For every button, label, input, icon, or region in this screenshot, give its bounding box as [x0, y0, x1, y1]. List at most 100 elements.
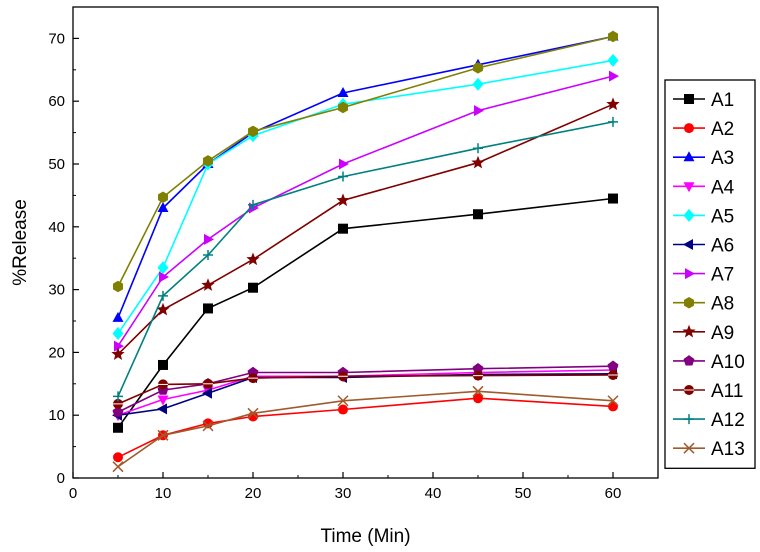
x-axis-ticks: 0 10 20 30 40 50 60 [69, 472, 621, 502]
data-point [338, 101, 348, 114]
series-a9 [111, 97, 620, 360]
data-point [203, 378, 213, 389]
series-a5 [112, 53, 619, 341]
legend-item: A1 [673, 90, 734, 111]
legend-marker [684, 414, 694, 425]
data-point [473, 62, 483, 74]
data-point [158, 359, 168, 370]
legend-item: A10 [673, 352, 745, 373]
legend-label: A2 [711, 119, 734, 140]
legend-marker [683, 182, 695, 193]
legend: A1 A2 A3 A4 A5 A6 A7 A8 A9 A10 A11 A12 A13 [664, 79, 756, 469]
data-point [157, 201, 169, 212]
data-point [607, 360, 619, 371]
data-point [112, 406, 124, 417]
data-point [202, 420, 214, 432]
data-point [474, 105, 484, 117]
data-point [114, 340, 124, 352]
series-line [117, 397, 614, 459]
legend-marker [683, 355, 695, 366]
data-point [337, 87, 349, 98]
legend-marker [683, 151, 695, 162]
legend-item: A7 [673, 265, 734, 286]
legend-item: A2 [673, 119, 734, 140]
data-point [338, 404, 348, 415]
series-line [117, 103, 614, 355]
legend-label: A4 [711, 177, 735, 198]
legend-label: A6 [711, 236, 734, 257]
legend-label: A12 [711, 410, 745, 431]
legend-marker [683, 239, 693, 250]
data-point [111, 347, 125, 360]
legend-label: A11 [711, 381, 743, 402]
legend-item: A13 [673, 439, 745, 460]
legend-marker [684, 123, 694, 134]
legend-marker [684, 94, 694, 104]
data-point [473, 393, 483, 404]
legend-item: A9 [673, 323, 734, 344]
data-point [158, 290, 168, 301]
legend-marker [683, 442, 695, 454]
series-a12 [113, 116, 618, 402]
legend-marker [684, 385, 694, 395]
data-point [113, 280, 123, 293]
legend-label: A1 [711, 90, 734, 111]
data-point [202, 387, 212, 399]
data-point [338, 223, 348, 234]
data-point [608, 193, 618, 204]
data-point [203, 250, 213, 261]
y-tick-label: 50 [48, 156, 65, 173]
data-point [113, 391, 123, 402]
data-point [472, 385, 484, 397]
data-point [607, 395, 619, 407]
y-tick-label: 0 [57, 470, 65, 487]
legend-item: A5 [673, 206, 734, 227]
data-point [203, 303, 213, 314]
data-point [608, 30, 618, 43]
y-tick-label: 20 [48, 344, 65, 361]
x-tick-label: 10 [155, 485, 172, 502]
axes: 0 10 20 30 40 50 60 0 10 20 30 40 50 60 70 Time (Min)… [10, 6, 659, 547]
legend-label: A5 [711, 206, 734, 227]
data-point [113, 422, 123, 433]
y-tick-label: 70 [48, 30, 65, 47]
data-point [157, 403, 167, 415]
legend-label: A8 [711, 294, 734, 315]
legend-label: A7 [711, 265, 734, 286]
series-a8 [113, 30, 618, 293]
data-point [471, 155, 485, 169]
legend-marker [685, 268, 695, 280]
data-point [248, 125, 258, 138]
x-tick-label: 0 [69, 485, 77, 502]
data-point [113, 398, 123, 409]
data-point [112, 311, 124, 322]
data-point [336, 193, 350, 207]
series-line [117, 75, 614, 347]
y-tick-label: 30 [48, 282, 65, 299]
plot-frame [72, 6, 659, 479]
legend-label: A10 [711, 352, 745, 373]
data-point [158, 191, 168, 204]
data-point [112, 327, 124, 341]
legend-item: A6 [673, 236, 734, 257]
y-axis-title: %Release [10, 199, 31, 286]
series-a7 [114, 70, 619, 352]
legend-item: A4 [673, 177, 735, 198]
legend-marker [684, 296, 694, 309]
series-line [117, 365, 614, 413]
legend-item: A11 [673, 381, 743, 402]
data-point [248, 282, 258, 293]
legend-item: A3 [673, 148, 734, 169]
y-tick-label: 60 [48, 93, 65, 110]
legend-label: A3 [711, 148, 734, 169]
data-point [606, 97, 620, 111]
data-point [247, 407, 259, 419]
data-point [339, 158, 349, 170]
data-point [473, 370, 483, 381]
legend-marker [682, 324, 696, 338]
y-axis-ticks: 0 10 20 30 40 50 60 70 [48, 30, 79, 487]
series-a13 [112, 385, 619, 473]
legend-item: A12 [673, 410, 745, 431]
series-a1 [113, 193, 618, 433]
